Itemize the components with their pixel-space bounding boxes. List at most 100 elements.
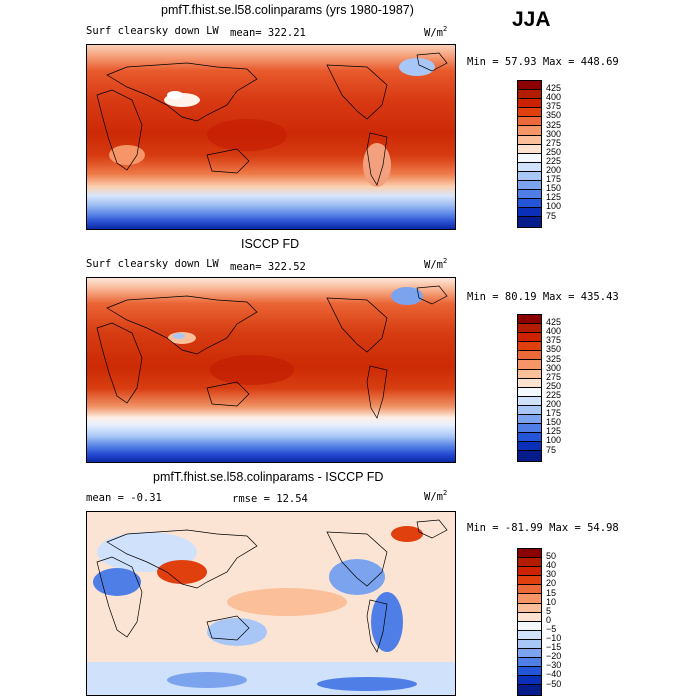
colorbar-tick-label: 250 [546,380,562,391]
colorbar-tick-label: 10 [546,596,557,607]
panel-2-minmax: Min = 80.19 Max = 435.43 [467,291,619,303]
panel-2-variable: Surf clearsky down LW [86,258,219,270]
panel-2-map-svg [87,278,455,462]
panel-3-coastlines [96,519,448,653]
colorbar-box [518,135,541,145]
panel-1-map [86,44,456,230]
colorbar-box [518,108,541,118]
colorbar-tick-label: 250 [546,146,562,157]
colorbar-tick-label: 350 [546,110,562,121]
colorbar-box [518,360,541,370]
colorbar-box [518,181,541,191]
panel-1-variable: Surf clearsky down LW [86,25,219,37]
colorbar-tick-label: 30 [546,569,557,580]
colorbar-tick-label: −5 [546,623,557,634]
colorbar-box [518,342,541,352]
colorbar-box [518,667,541,677]
colorbar-tick-label: 5 [546,605,552,616]
colorbar-tick-label: 200 [546,165,562,175]
panel-1-units: W/m2 [424,25,447,39]
colorbar-box [518,567,541,577]
colorbar-tick-label: 225 [546,155,562,166]
units-sup: 2 [442,25,448,33]
panel-1-title: pmfT.fhist.se.l58.colinparams (yrs 1980-… [161,3,414,17]
colorbar-tick-label: 400 [546,92,562,103]
colorbar-box [518,621,541,631]
panel-3-mean: mean = -0.31 [86,492,162,504]
colorbar-box [518,315,541,325]
colorbar-tick-label: −15 [546,642,562,653]
colorbar-tick-label: 425 [546,317,562,328]
colorbar-box [518,99,541,109]
colorbar-box [518,90,541,100]
panel-3-map [86,511,456,696]
colorbar-box [518,639,541,650]
colorbar-box [518,378,541,388]
colorbar-tick-label: 425 [546,83,562,94]
colorbar-box [518,558,541,568]
colorbar-tick-label: 200 [546,399,562,409]
colorbar-tick-label: 225 [546,389,562,400]
colorbar-tick-label: 125 [546,192,562,203]
colorbar-box [518,387,541,397]
units-sup: 2 [442,489,448,497]
colorbar-tick-label: 375 [546,101,562,112]
colorbar-tick-label: 50 [546,551,557,562]
panel-3-minmax: Min = -81.99 Max = 54.98 [467,522,619,534]
units-text: W/m [424,491,443,503]
colorbar-box [518,442,541,452]
colorbar-box [518,630,541,640]
panel-2-units: W/m2 [424,257,447,271]
colorbar-box [518,81,541,91]
panel-1-map-svg [87,45,455,229]
colorbar-box [518,396,541,406]
colorbar-tick-label: 100 [546,435,562,446]
colorbar-box [518,549,541,559]
colorbar-tick-label: −10 [546,633,562,643]
panel-3-units: W/m2 [424,489,447,503]
colorbar-box [518,369,541,379]
units-sup: 2 [442,257,448,265]
colorbar-tick-label: 75 [546,444,557,455]
colorbar-box [518,117,541,127]
colorbar-box [518,190,541,200]
colorbar-box [518,324,541,334]
panel-2-map [86,277,456,463]
colorbar-box [518,424,541,434]
colorbar-tick-label: 350 [546,344,562,355]
colorbar-box [518,451,541,461]
colorbar-tick-label: 175 [546,174,562,185]
colorbar-box [518,658,541,668]
colorbar-tick-label: −20 [546,651,562,662]
colorbar-box [518,162,541,172]
colorbar-box [518,433,541,443]
colorbar-tick-label: 375 [546,335,562,346]
panel-1-mean: mean= 322.21 [230,27,306,39]
units-text: W/m [424,27,443,39]
colorbar-box [518,153,541,163]
colorbar-box [518,171,541,182]
panel-2-title: ISCCP FD [241,237,300,251]
colorbar-box [518,199,541,209]
units-text: W/m [424,259,443,271]
colorbar-box [518,405,541,416]
colorbar-box [518,351,541,361]
panel-1-coastlines [96,52,448,186]
colorbar-tick-label: −30 [546,660,562,671]
colorbar-box [518,603,541,613]
colorbar-box [518,676,541,686]
panel-2-mean: mean= 322.52 [230,261,306,273]
panel-1-colorbar [517,80,542,228]
panel-3-rmse: rmse = 12.54 [232,493,308,505]
colorbar-box [518,208,541,218]
colorbar-box [518,415,541,425]
colorbar-tick-label: 125 [546,426,562,437]
colorbar-tick-label: 275 [546,137,562,148]
panel-1-minmax: Min = 57.93 Max = 448.69 [467,56,619,68]
panel-2-colorbar [517,314,542,462]
colorbar-tick-label: 0 [546,614,552,625]
colorbar-tick-label: 20 [546,578,557,589]
colorbar-tick-label: 400 [546,326,562,337]
colorbar-tick-label: 150 [546,417,562,428]
colorbar-tick-label: 75 [546,210,557,221]
